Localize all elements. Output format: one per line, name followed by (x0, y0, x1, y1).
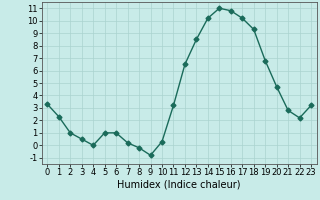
X-axis label: Humidex (Indice chaleur): Humidex (Indice chaleur) (117, 180, 241, 190)
